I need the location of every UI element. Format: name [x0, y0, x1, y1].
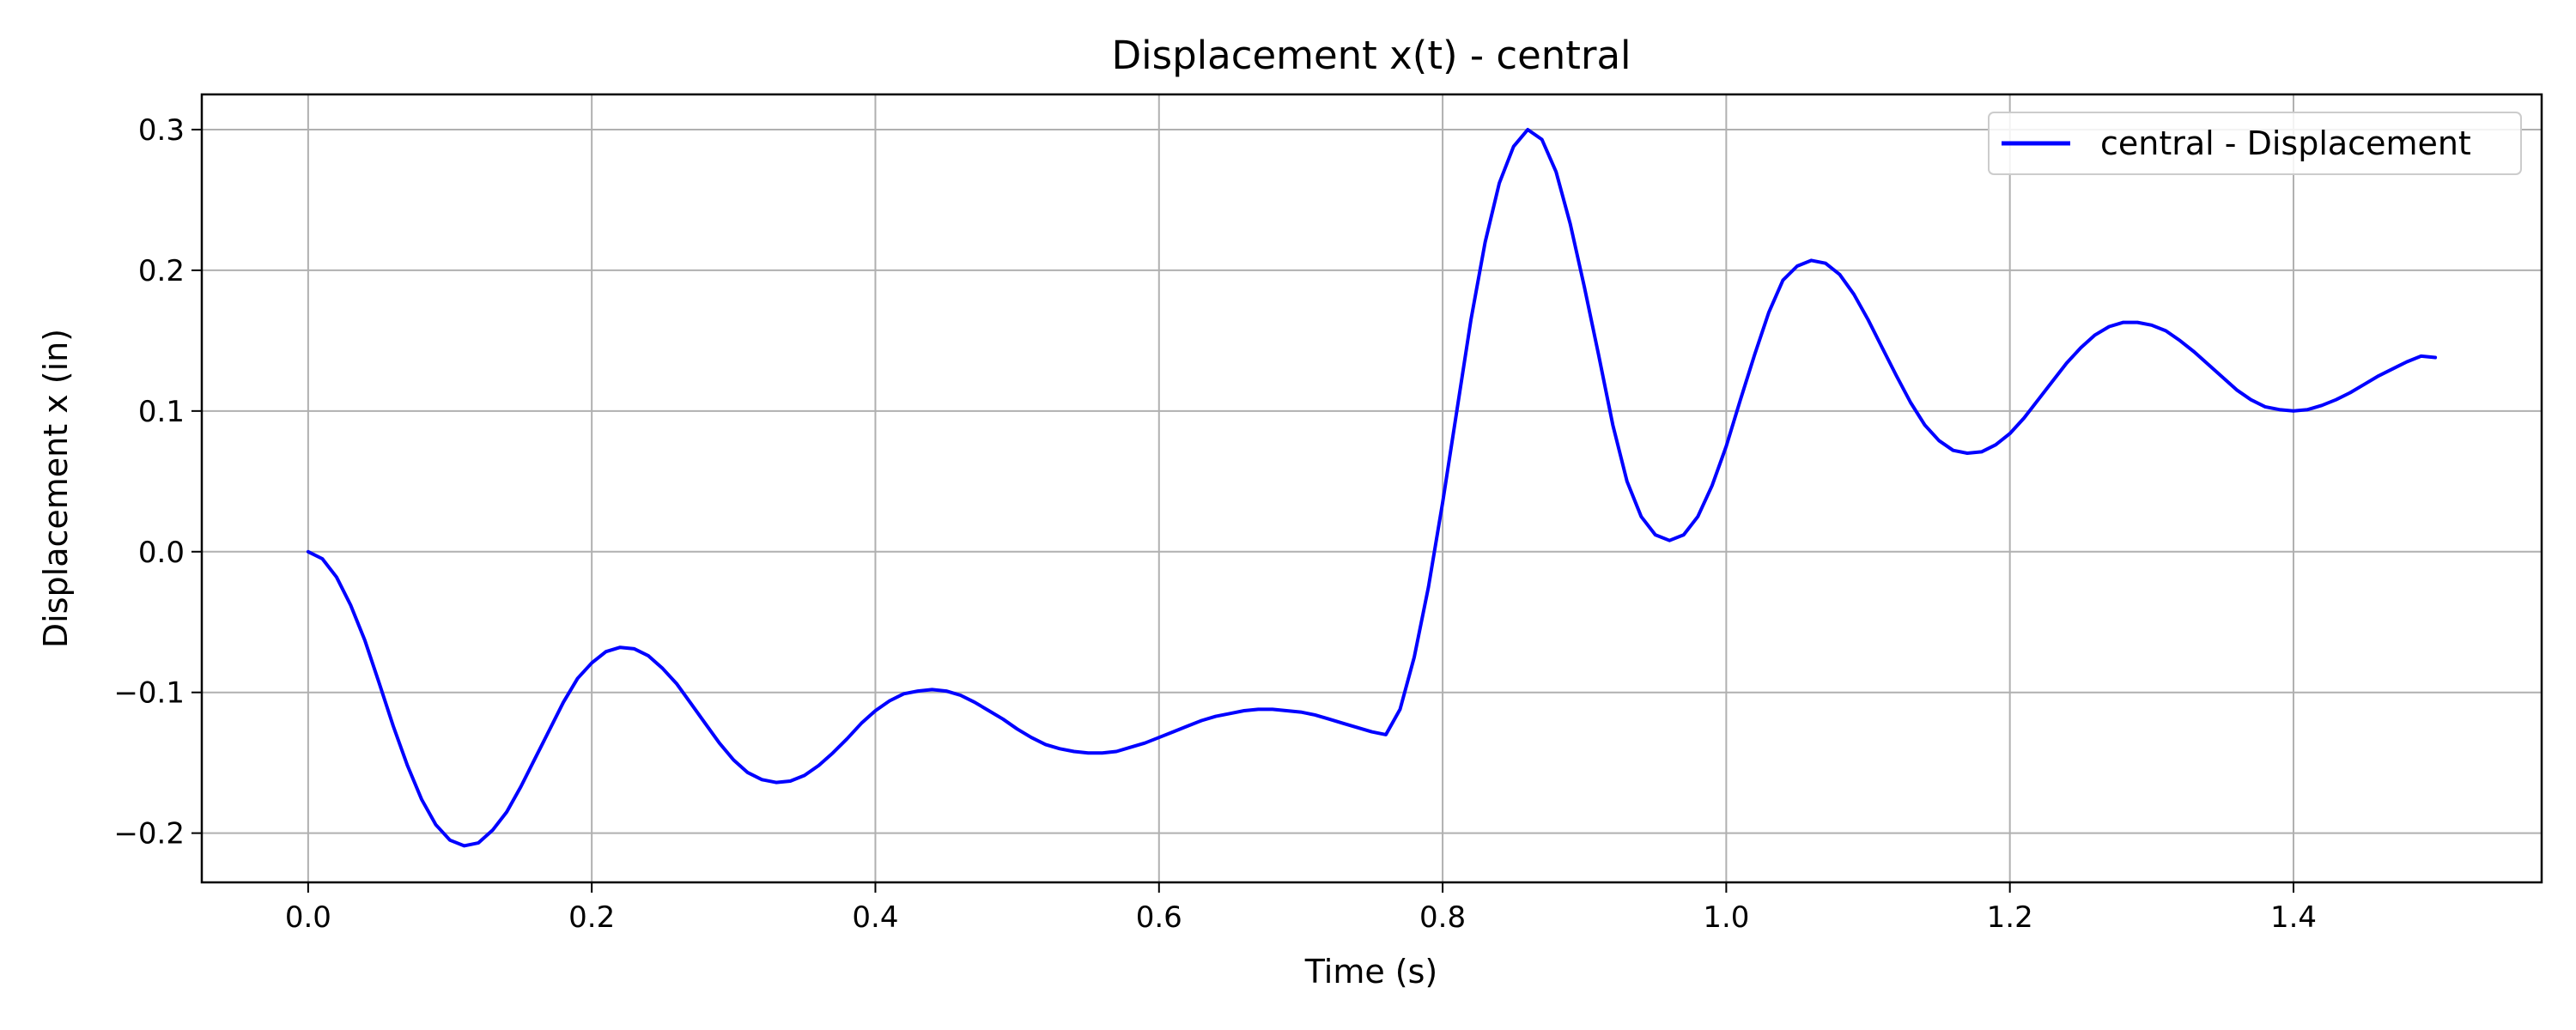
x-tick-label: 0.4	[852, 900, 898, 935]
legend: central - Displacement	[1988, 112, 2522, 175]
y-tick-label: 0.2	[138, 254, 185, 288]
x-axis: 0.0 0.2 0.4 0.6 0.8 1.0 1.2 1.4	[285, 882, 2317, 935]
x-tick-label: 1.0	[1703, 900, 1749, 935]
y-tick-label: −0.2	[113, 817, 185, 851]
legend-label: central - Displacement	[2100, 124, 2471, 162]
chart-title: Displacement x(t) - central	[1111, 33, 1631, 78]
y-tick-label: 0.3	[138, 113, 185, 148]
y-tick-label: 0.0	[138, 536, 185, 570]
x-tick-label: 0.0	[285, 900, 331, 935]
x-tick-label: 0.2	[568, 900, 615, 935]
y-tick-label: 0.1	[138, 395, 185, 429]
y-axis-label: Displacement x (in)	[37, 329, 75, 648]
x-tick-label: 0.6	[1136, 900, 1182, 935]
plot-frame	[200, 93, 2543, 884]
grid	[202, 94, 2542, 882]
y-tick-label: −0.1	[113, 676, 185, 711]
series-layer	[306, 128, 2438, 848]
legend-box	[1988, 112, 2522, 175]
y-axis: −0.2 −0.1 0.0 0.1 0.2 0.3	[113, 113, 202, 851]
series-line-displacement	[306, 128, 2438, 848]
x-tick-label: 1.4	[2270, 900, 2317, 935]
x-tick-label: 1.2	[1987, 900, 2033, 935]
x-tick-label: 0.8	[1419, 900, 1466, 935]
x-axis-label: Time (s)	[1304, 953, 1438, 991]
